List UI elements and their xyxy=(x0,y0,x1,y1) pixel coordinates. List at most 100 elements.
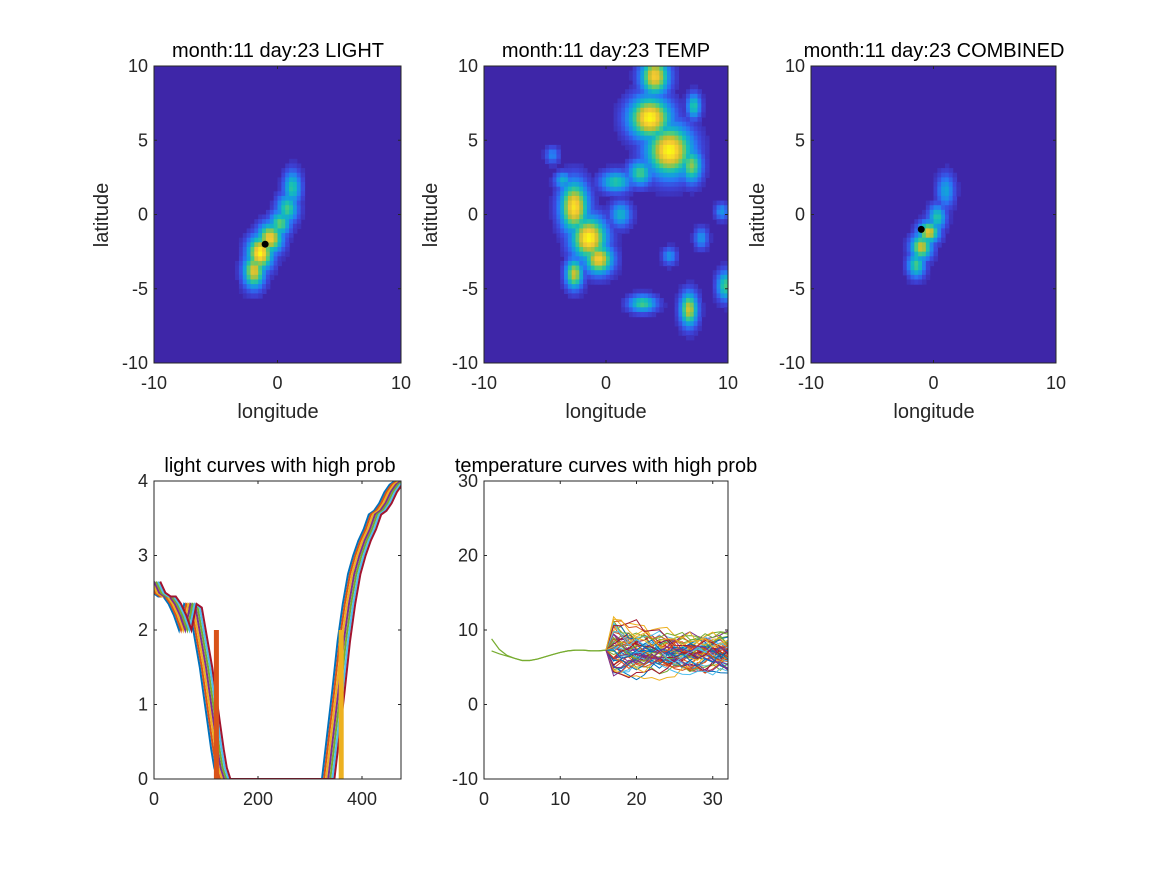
temp-map-cell xyxy=(659,121,664,127)
temp-map-cell xyxy=(636,311,641,318)
light-map-cell xyxy=(265,251,271,257)
temp-map-cell xyxy=(705,228,710,234)
light-map-cell xyxy=(262,288,267,294)
temp-map-cell xyxy=(701,93,706,100)
temp-map-cell xyxy=(674,75,680,81)
light-map-cell xyxy=(242,274,248,281)
temp-map-cell xyxy=(575,270,580,276)
temp-map-cell xyxy=(636,140,641,146)
temp-map-cell xyxy=(689,284,695,290)
temp-map-cell xyxy=(632,112,638,118)
temp-map-cell xyxy=(575,265,580,271)
temp-map-cell xyxy=(594,242,599,248)
light-map-cell xyxy=(296,172,302,178)
temp-map-cell xyxy=(594,191,599,197)
temp-map-cell xyxy=(701,168,706,174)
temp-map-cell xyxy=(693,330,699,336)
temp-map-cell xyxy=(647,117,653,123)
combined-map-cell xyxy=(941,209,946,216)
temp-map-cell xyxy=(632,84,638,90)
temp-map-cell xyxy=(567,228,573,234)
temp-map-cell xyxy=(693,321,699,327)
temp-map-cell xyxy=(625,191,630,197)
temp-map-cell xyxy=(674,154,680,160)
temp-map-cell xyxy=(590,279,596,285)
temp-map-ytick-label: 10 xyxy=(458,56,478,76)
combined-map-cell xyxy=(922,214,927,220)
temp-map-cell xyxy=(686,307,691,313)
combined-map-cell xyxy=(937,237,942,243)
light-map-cell xyxy=(242,251,248,257)
temp-map-cell xyxy=(670,79,676,86)
temp-map-cell xyxy=(590,233,596,239)
temp-map-cell xyxy=(647,89,653,95)
temp-map-cell xyxy=(682,103,687,109)
temp-map-cell xyxy=(564,242,569,248)
temp-map-cell xyxy=(640,130,645,137)
temp-map-cell xyxy=(697,242,702,248)
temp-map-cell xyxy=(621,140,626,146)
temp-map-cell xyxy=(594,219,599,225)
combined-map-cell xyxy=(937,209,942,216)
temp-map-cell xyxy=(548,209,554,216)
temp-map-cell xyxy=(644,66,649,72)
temp-map-cell xyxy=(647,158,653,165)
combined-map-cell xyxy=(922,256,927,262)
light-map-cell xyxy=(269,265,275,271)
temp-map-cell xyxy=(586,228,592,234)
temp-map-cell xyxy=(560,191,565,197)
temp-map-cell xyxy=(583,251,588,257)
temp-map-cell xyxy=(571,246,577,253)
temp-map-cell xyxy=(625,223,630,230)
temp-map-cell xyxy=(556,228,561,234)
combined-map-cell xyxy=(922,209,927,216)
combined-map-cell xyxy=(929,246,935,253)
temp-map-cell xyxy=(579,172,584,178)
temp-map-cell xyxy=(602,228,607,234)
temp-map-cell xyxy=(628,205,634,211)
temp-map-cell xyxy=(674,140,680,146)
combined-map-cell xyxy=(933,228,938,234)
temp-map-cell xyxy=(670,172,676,178)
temp-map-cell xyxy=(663,135,668,141)
temp-map-cell xyxy=(606,228,611,234)
light-map-cell xyxy=(281,228,286,234)
light-map-cell xyxy=(246,233,252,239)
temp-map-cell xyxy=(647,311,653,318)
temp-map-cell xyxy=(651,117,657,123)
temp-map-cell xyxy=(663,246,668,253)
temp-curves-ytick-label: 10 xyxy=(458,620,478,640)
temp-map-cell xyxy=(594,265,599,271)
temp-map-cell xyxy=(674,149,680,155)
temp-map-cell xyxy=(686,177,691,183)
temp-map-cell xyxy=(632,177,638,183)
temp-map-cell xyxy=(667,130,672,137)
temp-map-cell xyxy=(697,293,702,299)
light-map-cell xyxy=(300,195,306,202)
temp-map-cell xyxy=(667,260,672,267)
temp-map-cell xyxy=(682,172,687,178)
combined-map-cell xyxy=(933,191,938,197)
temp-map-cell xyxy=(682,321,687,327)
temp-map-cell xyxy=(686,279,691,285)
temp-map-cell xyxy=(609,191,615,197)
combined-map-cell xyxy=(906,256,912,262)
temp-map-cell xyxy=(678,158,683,165)
combined-map-cell xyxy=(941,223,946,230)
temp-map-cell xyxy=(651,126,657,132)
light-map-cell xyxy=(273,223,279,230)
temp-map-cell xyxy=(655,89,660,95)
temp-map-cell xyxy=(567,251,573,257)
temp-map-cell xyxy=(628,135,634,141)
temp-map-cell xyxy=(598,168,603,174)
combined-map-cell xyxy=(929,219,935,225)
temp-map-cell xyxy=(567,293,573,299)
temp-map-cell xyxy=(564,265,569,271)
temp-map-cell xyxy=(667,172,672,178)
temp-map-cell xyxy=(644,158,649,165)
temp-map-cell xyxy=(636,154,641,160)
temp-map-cell xyxy=(571,223,577,230)
light-map-cell xyxy=(273,270,279,276)
temp-map-cell xyxy=(621,168,626,174)
